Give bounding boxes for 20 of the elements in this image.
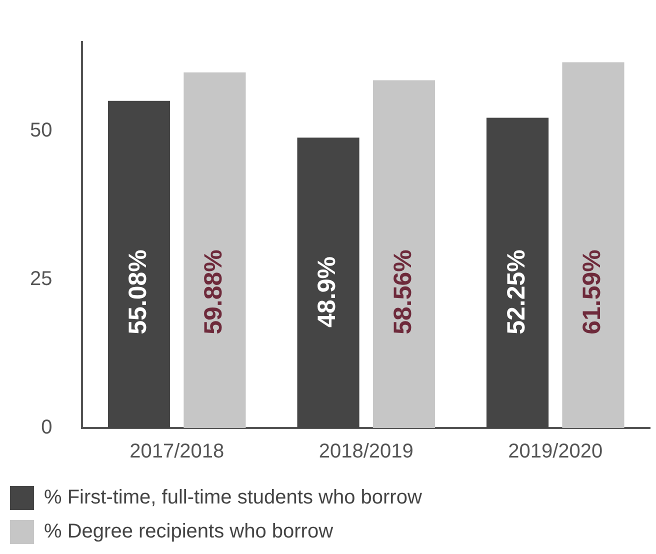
x-tick-label: 2018/2019 (318, 440, 414, 463)
bar (297, 138, 360, 428)
data-label: 58.56% (388, 250, 417, 334)
legend-label: % Degree recipients who borrow (44, 520, 334, 543)
legend-label: % First-time, full-time students who borrow (44, 486, 422, 509)
bar (184, 72, 246, 428)
data-label: 61.59% (578, 250, 606, 334)
bar (108, 100, 170, 428)
y-tick-label: 0 (41, 416, 52, 439)
bar (486, 118, 549, 428)
y-tick-label: 50 (30, 120, 52, 142)
x-tick-label: 2019/2020 (508, 440, 603, 463)
data-label: 55.08% (124, 250, 152, 334)
data-label: 59.88% (200, 250, 228, 334)
x-tick-label: 2017/2018 (130, 440, 224, 463)
y-tick-label: 25 (30, 268, 52, 290)
data-label: 48.9% (313, 256, 342, 328)
data-label: 52.25% (502, 250, 530, 334)
bar (562, 62, 624, 428)
bar (372, 80, 436, 428)
